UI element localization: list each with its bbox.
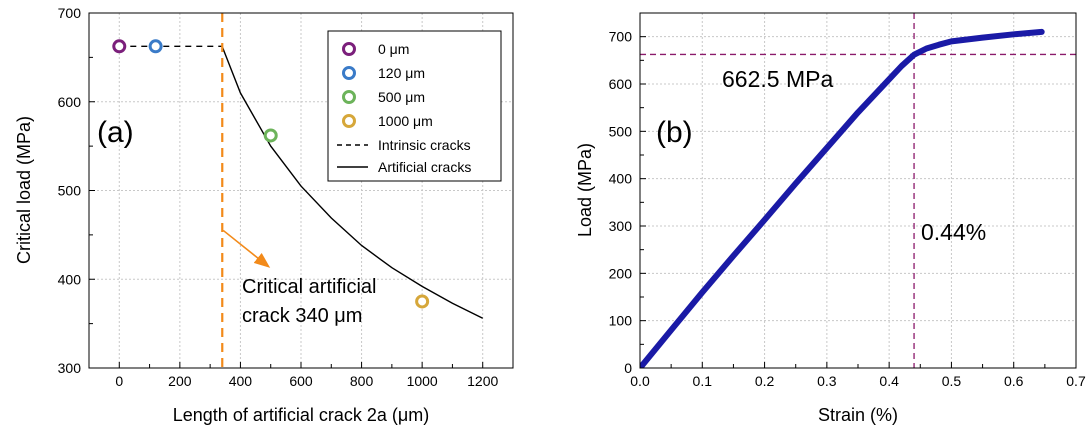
x-tick-label: 0.4 [879,373,899,389]
chart-panel-a: 0 200 400 600 800 1000 1200 300 400 500 600 700 (a)… [14,5,514,425]
plot-area-a [119,13,484,368]
panel-label-a: (a) [97,116,134,149]
x-tick-label: 400 [229,373,253,389]
load-strain-curve [640,28,1045,368]
legend-marker-120um [342,66,356,80]
legend-label-0um: 0 μm [378,41,409,57]
data-point [148,39,163,54]
grid-b [639,13,1077,369]
y-tick-label: 300 [609,218,633,234]
x-tick-label: 0.7 [1066,373,1086,389]
legend-box [327,30,502,182]
x-axis-label-a: Length of artificial crack 2a (μm) [173,405,429,425]
legend-label-intrinsic: Intrinsic cracks [378,137,471,153]
y-tick-label: 300 [58,360,82,376]
y-tick-label: 0 [624,360,632,376]
critical-annotation-line2: crack 340 μm [242,305,362,327]
data-point [112,39,127,54]
x-tick-label: 0.0 [630,373,650,389]
ticks-a: 0 200 400 600 800 1000 1200 300 400 500 600 700 [58,5,514,389]
y-axis-label-b: Load (MPa) [575,143,595,237]
x-tick-label: 600 [289,373,313,389]
x-tick-label: 0.3 [817,373,837,389]
legend-label-1000um: 1000 μm [378,113,433,129]
x-tick-label: 0 [115,373,123,389]
legend-a: 0 μm 120 μm 500 μm 1000 μm Intrinsic cra… [327,30,502,182]
strain-annotation: 0.44% [921,219,986,245]
legend-marker-500um [342,90,356,104]
axes-frame-b [639,12,1077,369]
y-tick-label: 500 [609,123,633,139]
y-tick-label: 400 [609,171,633,187]
y-tick-label: 200 [609,265,633,281]
plot-area-b [640,13,1076,368]
points-a [112,39,430,309]
data-point [263,128,278,143]
x-tick-label: 0.2 [755,373,775,389]
x-tick-label: 0.1 [693,373,713,389]
legend-label-120um: 120 μm [378,65,425,81]
x-tick-label: 0.5 [942,373,962,389]
chart-panel-b: 0.0 0.1 0.2 0.3 0.4 0.5 0.6 0.7 0 100 200 300 400 500… [575,12,1086,425]
y-axis-label-a: Critical load (MPa) [14,116,34,264]
critical-annotation-arrow [222,229,271,268]
legend-label-500um: 500 μm [378,89,425,105]
x-tick-label: 800 [350,373,374,389]
x-tick-label: 1000 [407,373,438,389]
y-tick-label: 600 [58,94,82,110]
legend-label-artificial: Artificial cracks [378,159,471,175]
ticks-b: 0.0 0.1 0.2 0.3 0.4 0.5 0.6 0.7 0 100 200 300 400 500… [609,12,1086,389]
data-point [415,294,430,309]
x-tick-label: 0.6 [1004,373,1024,389]
x-axis-label-b: Strain (%) [818,405,898,425]
load-annotation: 662.5 MPa [722,66,833,92]
panel-label-b: (b) [656,116,693,149]
y-tick-label: 100 [609,313,633,329]
artificial-cracks-curve [221,46,484,319]
y-tick-label: 700 [609,29,633,45]
critical-annotation-line1: Critical artificial [242,276,376,298]
legend-marker-1000um [342,114,356,128]
y-tick-label: 700 [58,5,82,21]
y-tick-label: 400 [58,271,82,287]
x-tick-label: 200 [168,373,192,389]
y-tick-label: 600 [609,76,633,92]
x-tick-label: 1200 [467,373,498,389]
y-tick-label: 500 [58,183,82,199]
legend-marker-0um [342,42,356,56]
